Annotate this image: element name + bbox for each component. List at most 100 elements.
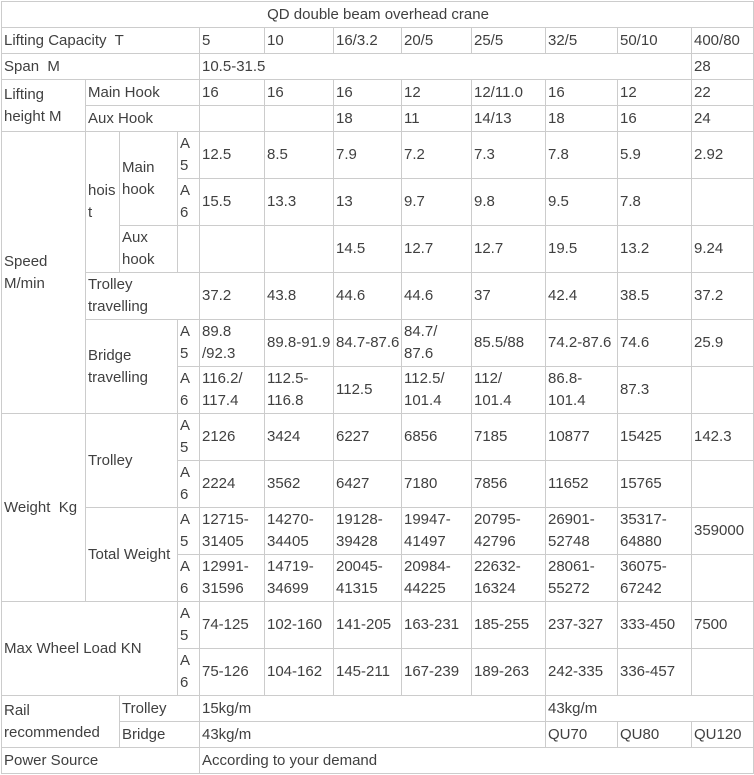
- value-cell: QU120: [690, 721, 754, 748]
- value-cell: 16: [617, 105, 692, 132]
- value-cell: 12: [401, 79, 472, 106]
- value-cell: QU70: [545, 721, 618, 748]
- value-cell: 145-211: [333, 648, 402, 696]
- value-cell: 19.5: [545, 225, 618, 273]
- value-cell: [690, 366, 754, 414]
- value-cell: 16: [333, 79, 402, 106]
- value-cell: 2126: [199, 413, 265, 461]
- value-cell: 44.6: [401, 272, 472, 320]
- value-cell: 16: [199, 79, 265, 106]
- col-header: 16/3.2: [333, 27, 402, 54]
- table-row: Span M 10.5-31.5 28: [1, 53, 754, 80]
- class-label: A5: [177, 413, 200, 461]
- value-cell: According to your demand: [198, 747, 754, 774]
- value-cell: 26901- 52748: [545, 507, 618, 555]
- value-cell: 7.2: [401, 131, 472, 179]
- value-cell: 163-231: [401, 601, 472, 649]
- value-cell: 9.5: [545, 178, 618, 226]
- table-row: Aux hook 14.5 12.7 12.7 19.5 13.2 9.24: [2, 225, 754, 273]
- value-cell: 7.3: [471, 131, 546, 179]
- row-label: hoist: [85, 131, 120, 273]
- value-cell: 28: [690, 53, 754, 80]
- class-label: A6: [177, 178, 200, 226]
- table-row: Trolley travelling 37.2 43.8 44.6 44.6 37 42.4…: [2, 272, 754, 320]
- col-header: 20/5: [401, 27, 472, 54]
- value-cell: 5.9: [617, 131, 692, 179]
- value-cell: 2224: [199, 460, 265, 508]
- value-cell: [199, 225, 265, 273]
- value-cell: 85.5/88: [471, 319, 546, 367]
- class-label: A5: [177, 507, 200, 555]
- row-label: Total Weight: [85, 507, 178, 602]
- value-cell: 102-160: [264, 601, 334, 649]
- table-title: QD double beam overhead crane: [0, 1, 754, 28]
- class-label: A6: [177, 366, 200, 414]
- value-cell: 43kg/m: [199, 721, 546, 748]
- row-label: Speed M/min: [1, 131, 86, 414]
- row-label: Lifting Capacity T: [1, 27, 200, 54]
- value-cell: 237-327: [545, 601, 618, 649]
- value-cell: 74-125: [199, 601, 265, 649]
- row-label: Span M: [1, 53, 200, 80]
- value-cell: 141-205: [333, 601, 402, 649]
- row-label: Bridge travelling: [85, 319, 178, 414]
- col-header: 32/5: [545, 27, 618, 54]
- class-label: A6: [177, 648, 200, 696]
- table-row: Weight Kg Trolley A5 2126 3424 6227 6856 7185 10…: [1, 413, 754, 602]
- col-header: 10: [264, 27, 334, 54]
- class-label: A5: [177, 319, 200, 367]
- value-cell: 35317- 64880: [617, 507, 692, 555]
- value-cell: 7180: [401, 460, 472, 508]
- value-cell: 14.5: [333, 225, 402, 273]
- value-cell: 19128- 39428: [333, 507, 402, 555]
- value-cell: [264, 105, 334, 132]
- row-label: Max Wheel Load KN: [1, 601, 178, 696]
- value-cell: 16: [264, 79, 334, 106]
- value-cell: 9.8: [471, 178, 546, 226]
- value-cell: 86.8- 101.4: [545, 366, 618, 414]
- value-cell: 74.2-87.6: [545, 319, 618, 367]
- value-cell: 3562: [264, 460, 334, 508]
- row-label: Weight Kg: [1, 413, 86, 602]
- value-cell: 242-335: [545, 648, 618, 696]
- col-header: 5: [199, 27, 265, 54]
- value-cell: 10877: [545, 413, 618, 461]
- class-label: A5: [177, 601, 200, 649]
- value-cell: 104-162: [264, 648, 334, 696]
- value-cell: [177, 225, 200, 273]
- value-cell: 12715- 31405: [199, 507, 265, 555]
- table-row: Max Wheel Load KN A5 74-125 102-160 141-205 1…: [1, 601, 754, 696]
- value-cell: 42.4: [545, 272, 618, 320]
- table-row: A6 116.2/ 117.4 112.5- 116.8 112.5 112.5/ 10…: [2, 366, 754, 414]
- value-cell: 112.5: [333, 366, 402, 414]
- value-cell: 6856: [401, 413, 472, 461]
- value-cell: 84.7-87.6: [333, 319, 402, 367]
- value-cell: 87.3: [617, 366, 692, 414]
- value-cell: 12991- 31596: [199, 554, 265, 602]
- value-cell: 12.7: [471, 225, 546, 273]
- value-cell: [264, 225, 334, 273]
- row-label: Main Hook: [85, 79, 200, 106]
- col-header: 50/10: [617, 27, 692, 54]
- value-cell: 18: [333, 105, 402, 132]
- value-cell: 9.7: [401, 178, 472, 226]
- row-label: Trolley: [119, 695, 200, 722]
- value-cell: 167-239: [401, 648, 472, 696]
- table-row: A6 2224 3562 6427 7180 7856 11652 15765: [2, 460, 754, 508]
- row-label: Lifting height M: [1, 79, 86, 132]
- row-label: Power Source: [1, 747, 200, 774]
- value-cell: 185-255: [471, 601, 546, 649]
- value-cell: 116.2/ 117.4: [199, 366, 265, 414]
- value-cell: 43kg/m: [544, 695, 754, 722]
- value-cell: 12: [617, 79, 692, 106]
- value-cell: 8.5: [264, 131, 334, 179]
- value-cell: 20984- 44225: [401, 554, 472, 602]
- value-cell: 7500: [690, 601, 754, 649]
- value-cell: [690, 648, 754, 696]
- value-cell: 25.9: [690, 319, 754, 367]
- value-cell: 13.2: [617, 225, 692, 273]
- value-cell: 20795- 42796: [471, 507, 546, 555]
- row-label: Main hook: [119, 131, 178, 226]
- value-cell: 28061- 55272: [545, 554, 618, 602]
